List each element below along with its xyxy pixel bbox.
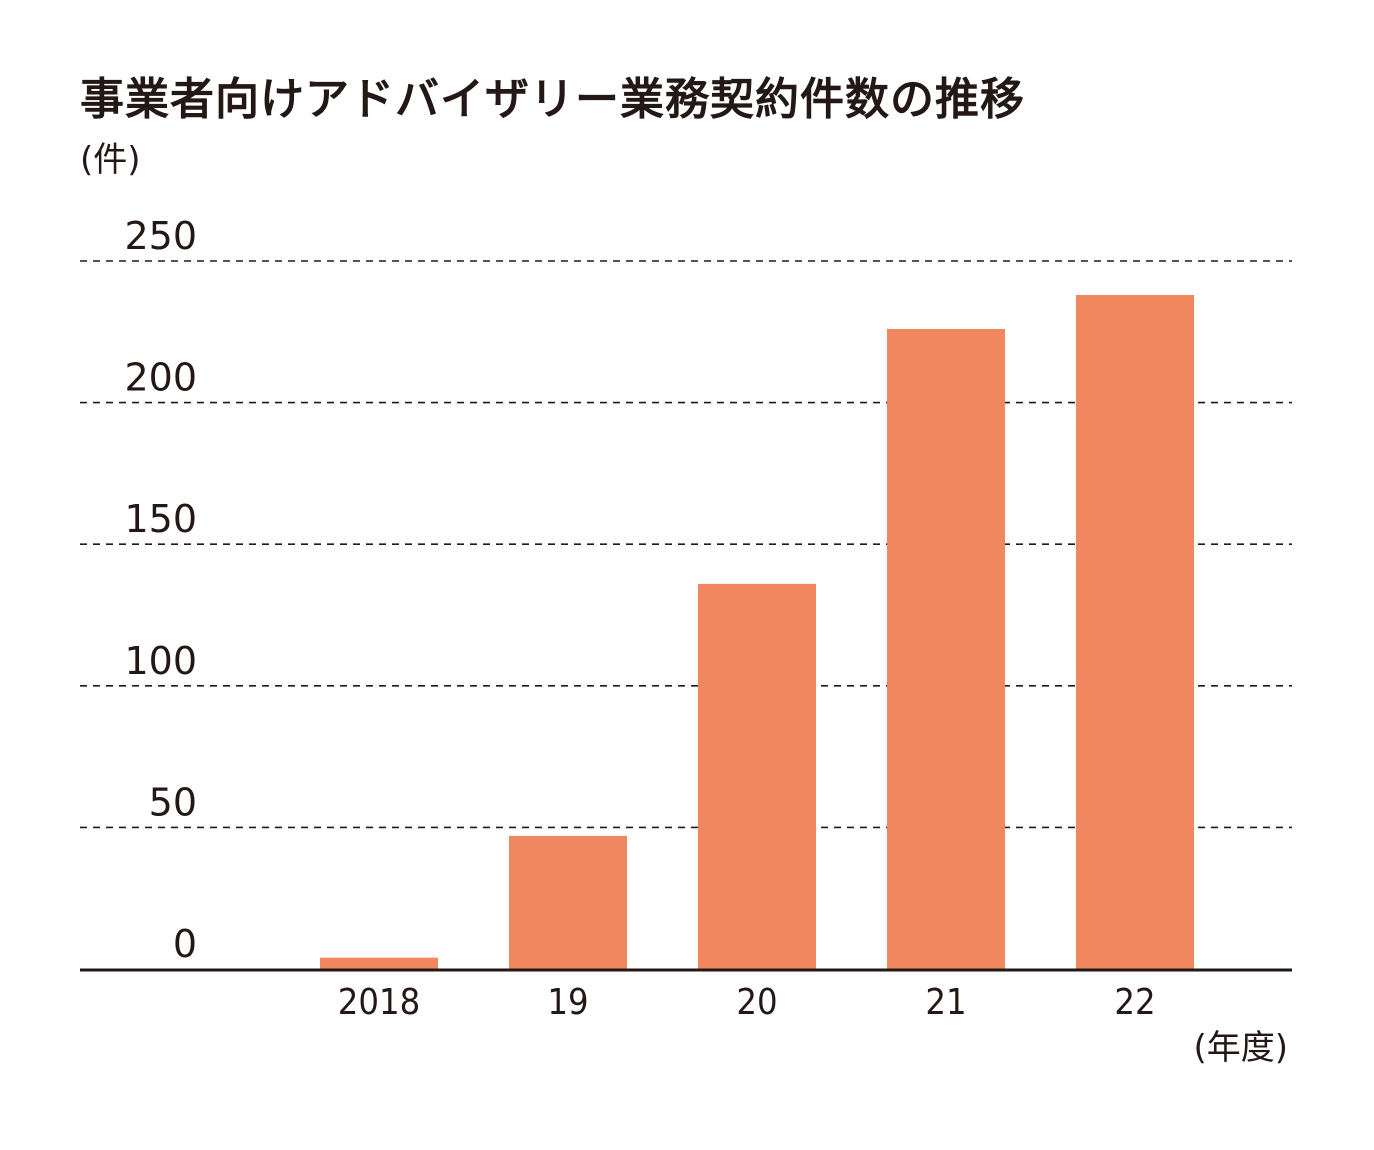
x-tick-label: 19 (547, 982, 588, 1023)
bar (1076, 294, 1194, 969)
bar (509, 835, 627, 969)
x-axis-unit-label: (年度) (1193, 1028, 1288, 1068)
x-tick-label: 21 (925, 982, 966, 1023)
x-tick-label: 22 (1114, 982, 1155, 1023)
bars (320, 294, 1194, 969)
y-tick-label: 200 (124, 356, 197, 400)
y-axis-unit-label: (件) (80, 140, 141, 180)
bar (320, 957, 438, 969)
y-tick-label: 150 (124, 497, 197, 541)
y-tick-labels: 0 50 100 150 200 250 (124, 214, 197, 966)
chart-title: 事業者向けアドバイザリー業務契約件数の推移 (80, 74, 1025, 125)
x-tick-labels: 2018 19 20 21 22 (338, 982, 1156, 1023)
x-tick-label: 20 (736, 982, 777, 1023)
y-tick-label: 50 (149, 780, 197, 824)
y-tick-label: 250 (124, 214, 197, 258)
y-tick-label: 0 (173, 922, 197, 966)
gridlines (80, 260, 1292, 829)
bar (698, 583, 816, 969)
x-tick-label: 2018 (338, 982, 420, 1023)
bar (887, 328, 1005, 969)
y-tick-label: 100 (124, 639, 197, 683)
